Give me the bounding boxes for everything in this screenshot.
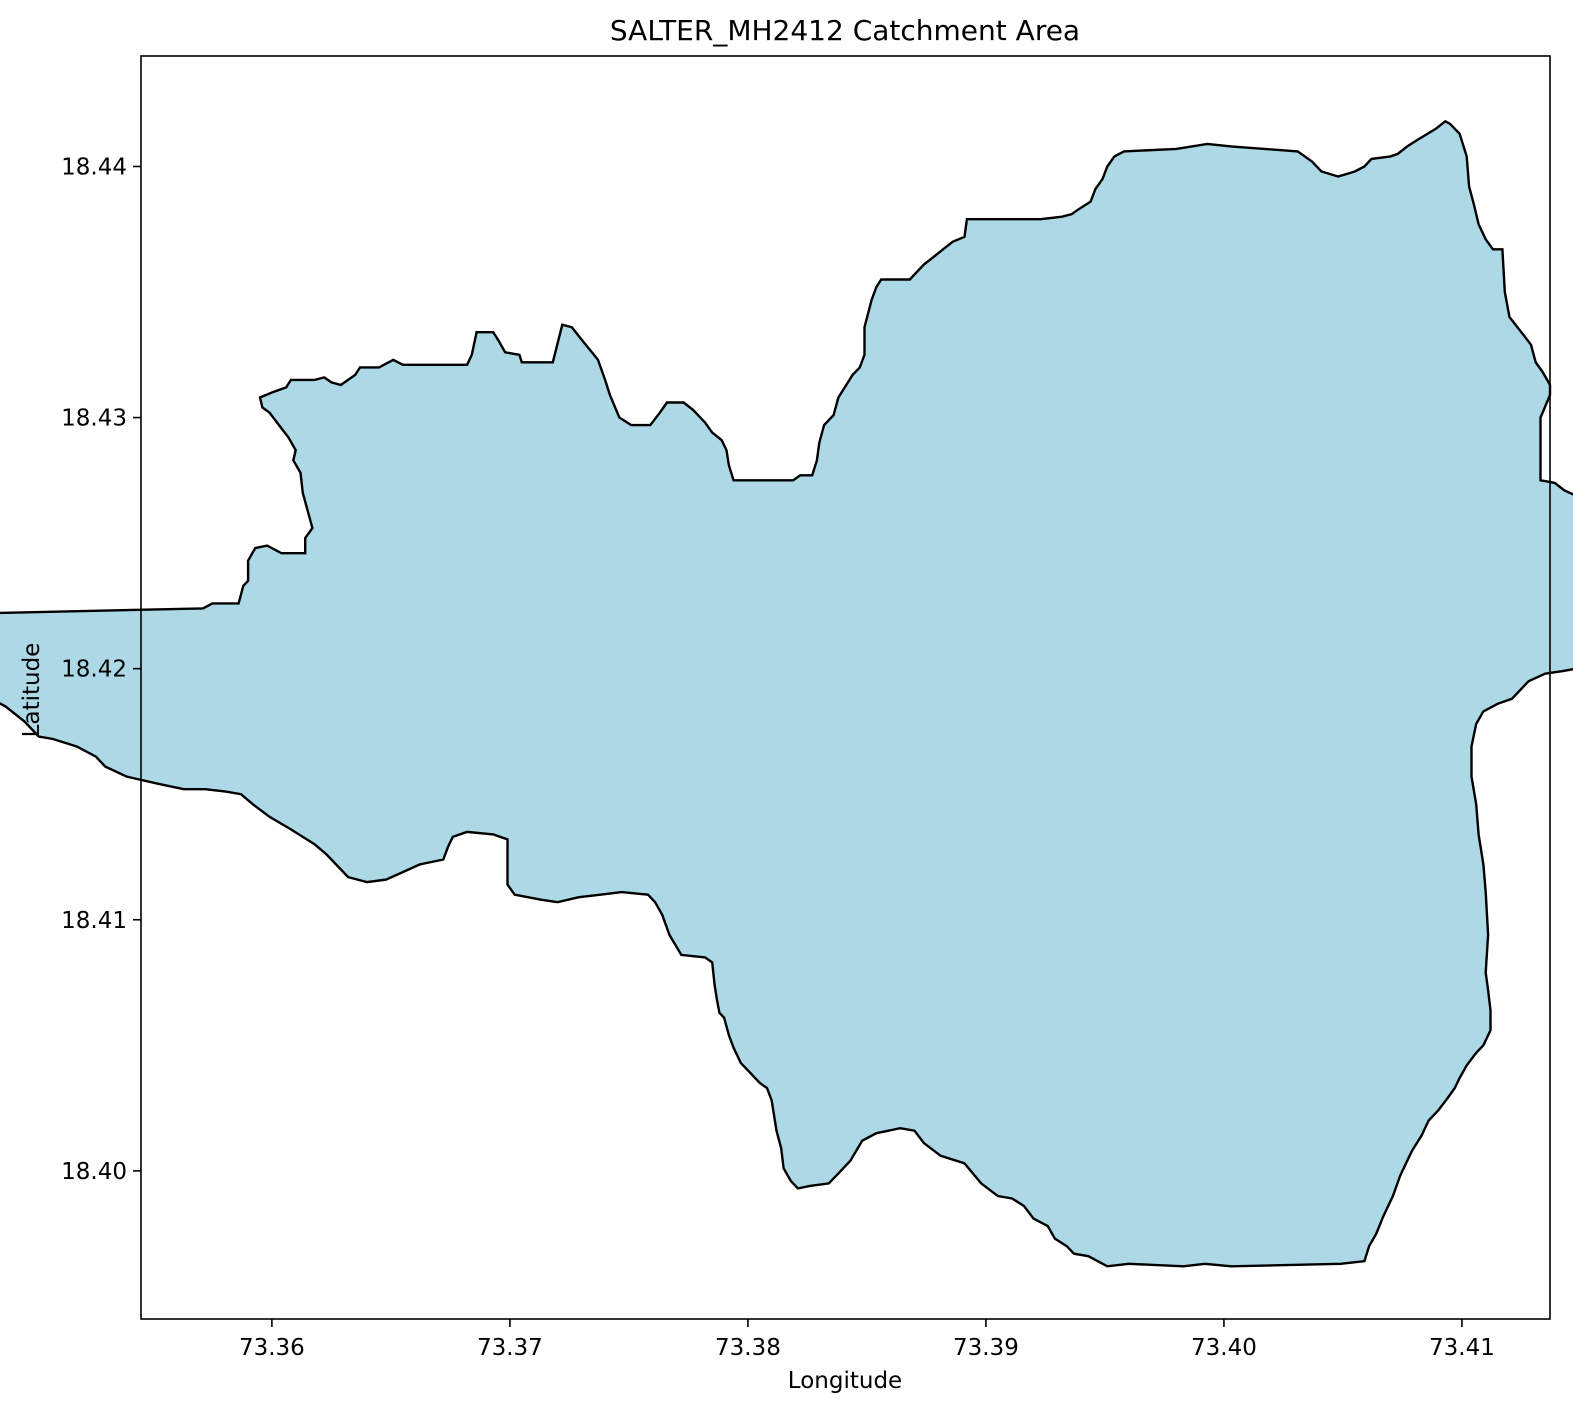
x-tick-label: 73.38 <box>715 1335 781 1361</box>
x-tick-label: 73.41 <box>1429 1335 1495 1361</box>
x-tick-label: 73.40 <box>1191 1335 1257 1361</box>
y-tick-label: 18.41 <box>61 908 127 934</box>
chart-title: SALTER_MH2412 Catchment Area <box>610 14 1080 47</box>
y-tick-label: 18.42 <box>61 657 127 683</box>
plot-area <box>0 55 1573 1320</box>
y-tick-label: 18.44 <box>61 154 127 180</box>
y-tick-label: 18.40 <box>61 1159 127 1185</box>
y-axis-ticks: 18.40 18.41 18.42 18.43 18.44 <box>61 154 141 1185</box>
x-axis-ticks: 73.36 73.37 73.38 73.39 73.40 73.41 <box>239 1319 1495 1361</box>
y-axis-label: Latitude <box>19 643 45 738</box>
catchment-area-polygon <box>0 119 1573 1268</box>
plot-frame <box>140 55 1551 1320</box>
x-tick-label: 73.36 <box>239 1335 305 1361</box>
x-tick-label: 73.39 <box>953 1335 1019 1361</box>
x-axis-label: Longitude <box>788 1368 902 1394</box>
x-tick-label: 73.37 <box>477 1335 543 1361</box>
y-tick-label: 18.43 <box>61 406 127 432</box>
